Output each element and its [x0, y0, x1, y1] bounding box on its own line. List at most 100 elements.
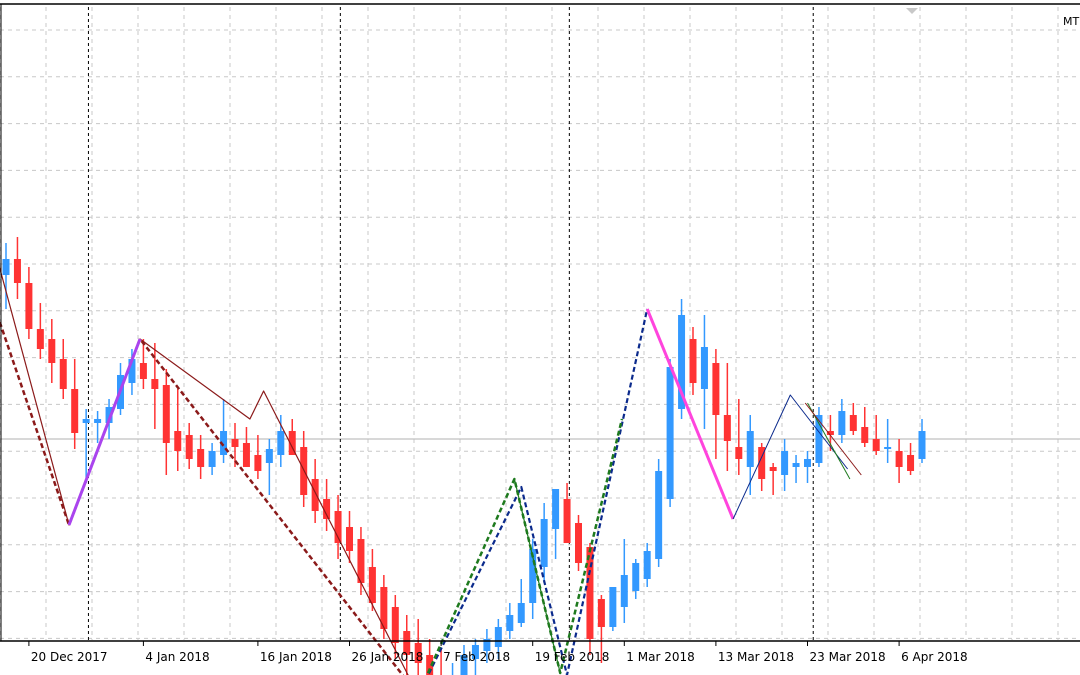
candle-bull: [529, 539, 537, 619]
candle-body: [723, 415, 731, 441]
candle-bull: [804, 451, 811, 483]
candle-body: [59, 359, 67, 389]
candle-body: [666, 367, 674, 499]
zigzag-line: [67, 338, 142, 526]
candle-body: [162, 385, 170, 443]
candle-bear: [758, 443, 766, 491]
candle-bear: [403, 615, 411, 675]
candle-bull: [632, 559, 640, 599]
candle-body: [849, 415, 857, 431]
candle-bear: [59, 339, 67, 399]
candle-body: [231, 439, 239, 447]
candle-body: [311, 479, 319, 511]
zigzag-line: [804, 402, 862, 476]
candle-body: [884, 447, 892, 449]
candle-body: [254, 455, 262, 471]
candle-bull: [208, 443, 216, 475]
candle-bear: [346, 511, 353, 563]
candle-body: [334, 511, 342, 543]
candle-bull: [838, 399, 846, 443]
candle-body: [815, 415, 823, 463]
candle-bear: [689, 327, 697, 395]
candle-bear: [162, 369, 170, 475]
candle-body: [712, 363, 720, 415]
candle-body: [288, 431, 296, 455]
candle-body: [895, 451, 903, 467]
candle-body: [529, 549, 537, 603]
candle-body: [128, 359, 136, 383]
candle-body: [483, 639, 491, 651]
corner-label: MT: [1063, 15, 1079, 28]
candle-body: [105, 407, 113, 423]
candle-bear: [288, 419, 296, 455]
candle-body: [242, 443, 250, 467]
candle-body: [575, 523, 582, 563]
candle-body: [643, 551, 651, 579]
candle-bear: [907, 443, 915, 475]
candle-bull: [220, 399, 228, 463]
candle-bear: [25, 267, 33, 339]
candle-bear: [895, 439, 903, 483]
candle-bear: [575, 515, 582, 571]
candle-body: [552, 489, 560, 529]
candle-body: [36, 329, 44, 349]
candle-bear: [311, 459, 319, 523]
candle-bull: [918, 419, 926, 463]
candle-body: [94, 419, 102, 423]
candle-bull: [494, 619, 502, 659]
candle-body: [597, 599, 605, 627]
candle-body: [517, 603, 525, 623]
candle-bear: [586, 543, 594, 655]
zigzag-lines: [0, 266, 862, 675]
candle-bear: [861, 407, 869, 447]
candle-bear: [723, 363, 731, 471]
candle-body: [25, 283, 33, 329]
candle-bear: [231, 423, 239, 467]
x-tick-label: 1 Mar 2018: [626, 650, 694, 664]
candle-body: [655, 471, 663, 559]
candle-bear: [380, 575, 388, 639]
x-tick-label: 6 Apr 2018: [901, 650, 968, 664]
candle-body: [185, 435, 193, 459]
candle-bull: [552, 489, 560, 559]
x-tick-label: 7 Feb 2018: [443, 650, 510, 664]
candle-body: [460, 655, 468, 675]
candle-bull: [815, 407, 823, 467]
zigzag-line: [426, 308, 649, 675]
candle-body: [792, 463, 800, 467]
candle-body: [758, 447, 766, 479]
candle-bear: [563, 483, 571, 543]
candle-bull: [265, 439, 273, 495]
candle-body: [277, 431, 285, 455]
candle-body: [632, 563, 640, 591]
candle-body: [380, 587, 388, 629]
candle-bear: [440, 649, 442, 675]
candle-body: [769, 467, 777, 471]
candle-body: [346, 527, 353, 551]
candle-body: [907, 455, 915, 471]
chart-shift-arrow-icon[interactable]: [906, 8, 918, 14]
candle-body: [746, 431, 754, 467]
candle-body: [586, 547, 594, 639]
candle-bear: [368, 549, 376, 611]
candle-bull: [678, 299, 686, 419]
zigzag-line: [645, 308, 735, 520]
candle-bull: [666, 359, 674, 507]
candle-bull: [506, 603, 514, 639]
x-tick-label: 20 Dec 2017: [31, 650, 108, 664]
candle-bull: [483, 629, 491, 663]
candle-bear: [36, 303, 44, 359]
candle-bear: [254, 435, 262, 479]
candle-bear: [139, 339, 147, 389]
candle-bear: [391, 595, 399, 659]
candle-body: [918, 431, 926, 459]
candle-body: [13, 259, 21, 283]
candle-bull: [2, 243, 10, 309]
candle-body: [208, 451, 216, 467]
candle-body: [357, 539, 365, 583]
candle-body: [735, 447, 743, 459]
x-tick-label: 4 Jan 2018: [145, 650, 209, 664]
candle-body: [2, 259, 10, 275]
candle-bear: [712, 349, 720, 459]
candle-body: [71, 389, 79, 433]
